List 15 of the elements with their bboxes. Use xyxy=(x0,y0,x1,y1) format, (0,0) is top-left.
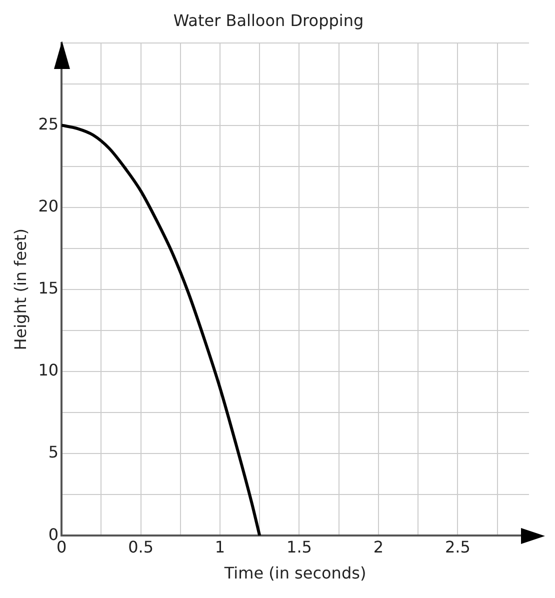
x-tick-label: 1 xyxy=(214,537,226,556)
x-tick-label: 0.5 xyxy=(128,537,154,556)
y-tick-label: 0 xyxy=(48,524,59,544)
chart-title: Water Balloon Dropping xyxy=(173,10,364,30)
y-axis-title: Height (in feet) xyxy=(10,228,30,350)
x-tick-label: 2 xyxy=(373,537,384,556)
x-axis-title: Time (in seconds) xyxy=(223,564,366,583)
y-tick-label: 5 xyxy=(48,442,59,462)
x-tick-label: 2.5 xyxy=(444,537,470,556)
y-tick-label: 25 xyxy=(38,114,59,134)
x-tick-label: 1.5 xyxy=(286,537,312,556)
y-tick-label: 20 xyxy=(38,196,59,216)
y-tick-label: 15 xyxy=(38,278,59,298)
line-series xyxy=(62,124,262,536)
y-tick-label: 10 xyxy=(38,360,59,380)
